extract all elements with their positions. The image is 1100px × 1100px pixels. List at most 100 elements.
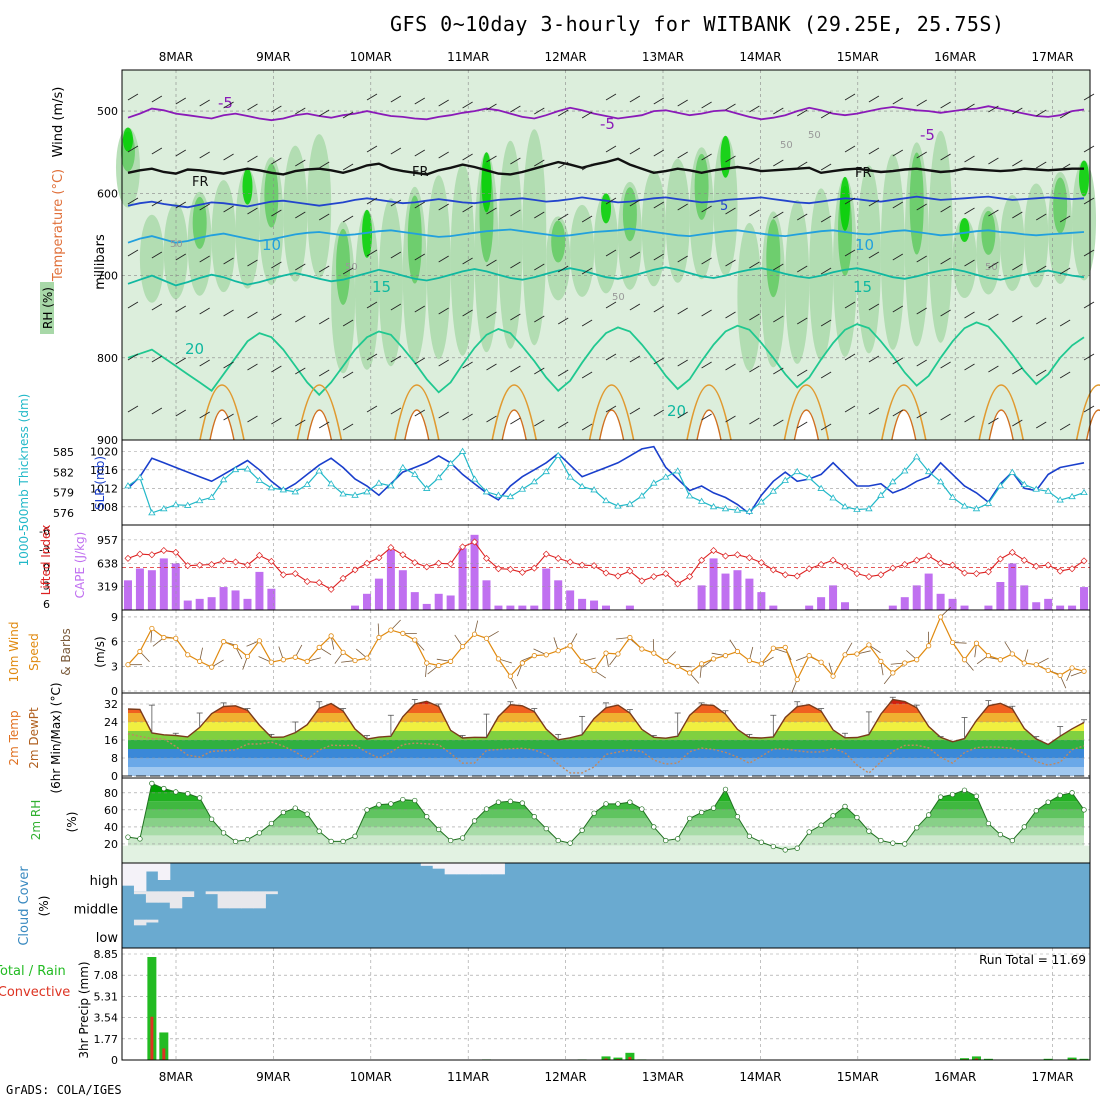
wind-barb xyxy=(175,409,187,417)
lifted-index-point xyxy=(793,572,801,580)
wind-barb xyxy=(725,363,736,371)
wind-speed-point xyxy=(268,659,274,665)
lifted-index-point xyxy=(327,585,335,593)
wind-speed-point xyxy=(376,634,382,641)
contour-label: -5 xyxy=(920,126,935,144)
lifted-index-point xyxy=(148,551,156,559)
rh-point xyxy=(830,813,836,819)
y-tick-label: 5.31 xyxy=(94,990,119,1003)
wind-barb xyxy=(964,103,975,111)
wind-barb xyxy=(1083,197,1095,205)
wind-barb xyxy=(462,413,473,421)
wind-speed-point xyxy=(806,653,812,659)
rh-band xyxy=(128,809,1084,819)
cloud-clear-cell xyxy=(456,863,470,875)
wind-speed-point xyxy=(866,642,872,648)
lifted-index-point xyxy=(1080,557,1088,565)
wind-barb xyxy=(940,205,951,213)
y-tick-label-left: 576 xyxy=(53,507,74,520)
thickness-point xyxy=(829,494,837,501)
wind-speed-point xyxy=(746,657,753,664)
wind-barb xyxy=(342,267,354,275)
lifted-index-point xyxy=(841,562,849,570)
page-title: GFS 0~10day 3-hourly for WITBANK (29.25E… xyxy=(390,12,1005,36)
rh-shade xyxy=(909,152,924,255)
rh-shade xyxy=(354,209,379,370)
lifted-index-point xyxy=(961,569,969,577)
rh-point xyxy=(376,802,382,808)
wind-barb xyxy=(773,211,784,219)
rh-point xyxy=(997,831,1004,838)
wind-barb xyxy=(1035,109,1047,117)
y-tick-label: 500 xyxy=(97,105,118,118)
rh-point xyxy=(197,795,203,801)
wind-speed-point xyxy=(292,654,298,660)
contour-label: FR xyxy=(192,175,209,190)
wind-barb xyxy=(868,407,880,415)
run-total-label: Run Total = 11.69 xyxy=(979,953,1086,967)
wind-barb xyxy=(462,205,473,213)
wind-barb xyxy=(486,363,497,371)
cloud-background xyxy=(122,863,1090,948)
wind-barb xyxy=(868,303,880,311)
isotherm-hot xyxy=(306,409,333,441)
wind-speed-point xyxy=(436,662,442,669)
wind-barb xyxy=(199,359,210,367)
wind-barb xyxy=(820,111,832,119)
y-tick-label: 3 xyxy=(111,660,118,673)
y-tick-label-left: 0 xyxy=(43,562,50,575)
wind-barb xyxy=(964,311,975,319)
rh-point xyxy=(758,839,765,845)
wind-speed-point xyxy=(687,670,693,676)
wind-barb xyxy=(773,367,784,375)
wind-barb xyxy=(534,159,545,167)
thickness-point xyxy=(650,479,658,486)
rh-point xyxy=(878,837,884,844)
lifted-index-point xyxy=(590,562,598,570)
wind-barb xyxy=(175,357,187,365)
rh-point xyxy=(256,830,263,836)
wind-barb xyxy=(318,265,330,273)
isotherm-warm xyxy=(491,384,537,441)
date-label-top: 8MAR xyxy=(159,50,194,64)
wind-barb xyxy=(605,93,617,101)
thickness-point xyxy=(458,447,467,454)
y-tick-label-right: 319 xyxy=(97,581,118,594)
wind-barb xyxy=(557,265,569,273)
wind-barb xyxy=(653,97,665,105)
wind-barb xyxy=(1059,163,1071,171)
wind-barb xyxy=(749,313,760,321)
wind-barb xyxy=(223,413,234,421)
wind-barb xyxy=(820,267,832,275)
lifted-index-point xyxy=(255,551,263,559)
wind-speed-point xyxy=(1009,651,1015,657)
wind-speed-point xyxy=(364,655,370,661)
cape-bar xyxy=(434,593,443,610)
cloud-clear-cell xyxy=(241,891,254,909)
wind-barb xyxy=(175,253,187,261)
cloud-clear-cell xyxy=(145,919,159,923)
rh-point xyxy=(675,836,681,842)
wind-speed-point xyxy=(388,627,394,633)
cape-bar xyxy=(984,605,993,610)
rh-point xyxy=(854,814,860,821)
wind-speed-point xyxy=(531,653,537,659)
lifted-index-point xyxy=(351,566,359,574)
wind-barb xyxy=(796,161,808,169)
wind-barb xyxy=(438,203,449,211)
wind-barb xyxy=(1083,301,1095,309)
wind-speed-point xyxy=(938,614,944,620)
lifted-index-point xyxy=(518,568,526,576)
wind-barb xyxy=(1035,317,1047,325)
y-tick-label: 6 xyxy=(111,636,118,649)
rh-shade xyxy=(264,163,279,228)
y-tick-label-right: 1012 xyxy=(90,482,118,495)
isotherm-hot xyxy=(501,409,527,441)
thickness-point xyxy=(506,492,515,500)
wind-speed-point xyxy=(818,659,824,665)
y-tick-label: 80 xyxy=(104,787,118,800)
precip-conv-bar xyxy=(604,1058,608,1060)
wind-barb xyxy=(701,257,712,265)
lifted-index-point xyxy=(232,558,240,566)
cape-bar xyxy=(351,605,360,610)
